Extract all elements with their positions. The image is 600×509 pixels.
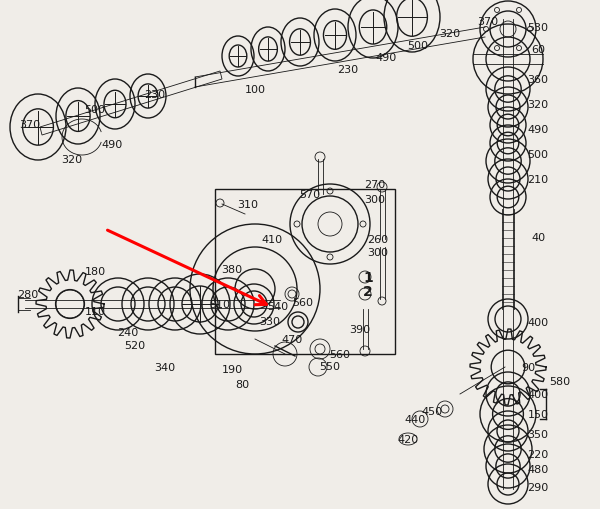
Text: 480: 480 bbox=[527, 464, 548, 474]
Text: 350: 350 bbox=[527, 429, 548, 439]
Text: 150: 150 bbox=[527, 409, 548, 419]
Text: 90: 90 bbox=[521, 362, 535, 372]
Text: 370: 370 bbox=[19, 120, 41, 130]
Text: 1: 1 bbox=[363, 270, 373, 285]
Text: 560: 560 bbox=[293, 297, 314, 307]
Text: 420: 420 bbox=[397, 434, 419, 444]
Text: 280: 280 bbox=[17, 290, 38, 299]
Text: 370: 370 bbox=[478, 17, 499, 27]
Text: 260: 260 bbox=[367, 235, 389, 244]
Text: 580: 580 bbox=[550, 376, 571, 386]
Text: 390: 390 bbox=[349, 324, 371, 334]
Text: 360: 360 bbox=[527, 75, 548, 85]
Text: 500: 500 bbox=[527, 150, 548, 160]
Text: 450: 450 bbox=[421, 406, 443, 416]
Text: 300: 300 bbox=[368, 247, 389, 258]
Text: 320: 320 bbox=[61, 155, 83, 165]
Text: 500: 500 bbox=[407, 41, 428, 51]
Text: 180: 180 bbox=[85, 267, 106, 276]
Text: 490: 490 bbox=[376, 53, 397, 63]
Text: 210: 210 bbox=[527, 175, 548, 185]
Text: 230: 230 bbox=[337, 65, 359, 75]
Text: 310: 310 bbox=[238, 200, 259, 210]
Text: 440: 440 bbox=[404, 414, 425, 424]
Text: 110: 110 bbox=[85, 306, 106, 317]
Text: 400: 400 bbox=[527, 318, 548, 327]
Text: 400: 400 bbox=[527, 389, 548, 399]
Text: 2: 2 bbox=[363, 285, 373, 298]
Text: 540: 540 bbox=[268, 301, 289, 312]
Text: 490: 490 bbox=[527, 125, 548, 135]
Text: 330: 330 bbox=[260, 317, 281, 326]
Text: 520: 520 bbox=[124, 341, 146, 350]
Text: 270: 270 bbox=[364, 180, 386, 190]
Text: 530: 530 bbox=[527, 23, 548, 33]
Text: 490: 490 bbox=[101, 140, 122, 150]
Text: 410: 410 bbox=[262, 235, 283, 244]
Text: 100: 100 bbox=[245, 85, 265, 95]
Text: 380: 380 bbox=[221, 265, 242, 274]
Text: 290: 290 bbox=[527, 482, 548, 492]
Text: 190: 190 bbox=[221, 364, 242, 374]
Text: 550: 550 bbox=[320, 361, 341, 371]
Text: 560: 560 bbox=[329, 349, 350, 359]
Text: 340: 340 bbox=[154, 362, 176, 372]
Text: 40: 40 bbox=[531, 233, 545, 242]
Text: 510: 510 bbox=[209, 299, 230, 309]
Text: 80: 80 bbox=[235, 379, 249, 389]
Text: 320: 320 bbox=[527, 100, 548, 110]
Text: 230: 230 bbox=[145, 90, 166, 100]
Text: 220: 220 bbox=[527, 449, 548, 459]
Text: 240: 240 bbox=[118, 327, 139, 337]
Text: 570: 570 bbox=[299, 190, 320, 200]
Text: 60: 60 bbox=[531, 45, 545, 55]
Text: 470: 470 bbox=[281, 334, 302, 344]
Text: 320: 320 bbox=[439, 29, 461, 39]
Text: 500: 500 bbox=[85, 105, 106, 115]
Text: 300: 300 bbox=[365, 194, 386, 205]
